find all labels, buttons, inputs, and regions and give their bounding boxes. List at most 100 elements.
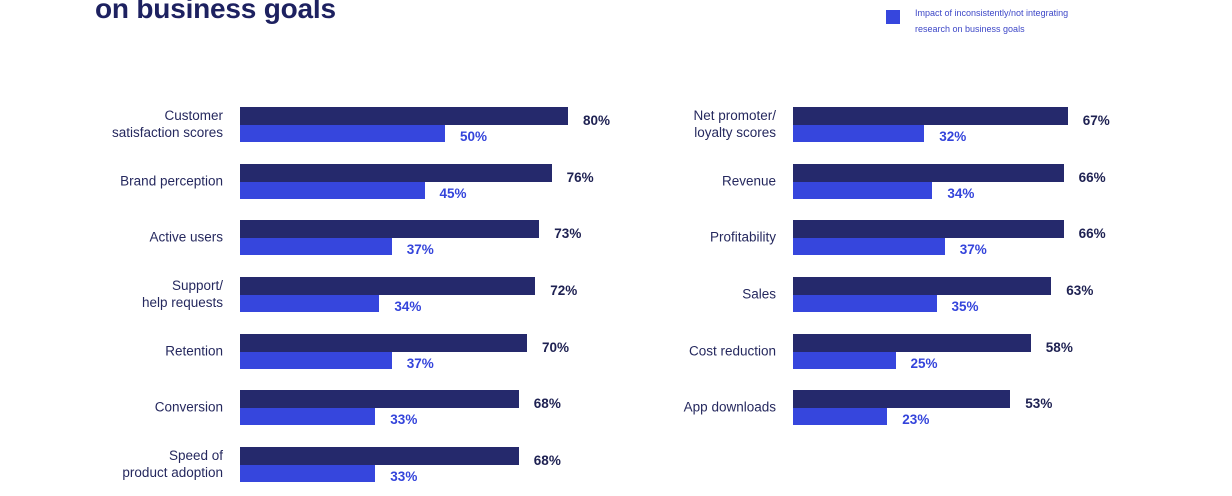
dark-value-label: 68% <box>534 453 561 469</box>
value-unit: % <box>405 412 418 428</box>
value-unit: % <box>962 185 975 201</box>
dark-bar <box>793 163 1064 182</box>
value-number: 66 <box>1078 226 1094 242</box>
value-number: 76 <box>566 169 582 185</box>
dark-value-label: 80% <box>583 113 610 129</box>
value-unit: % <box>1097 113 1110 128</box>
value-number: 67 <box>1082 113 1098 128</box>
legend-swatch <box>886 10 900 24</box>
category-label: Customer satisfaction scores <box>111 108 223 140</box>
dark-value-label: 67% <box>1083 113 1110 129</box>
dark-value-label: 66% <box>1079 226 1106 242</box>
category-label: Retention <box>165 343 223 359</box>
dark-bar <box>793 390 1011 409</box>
value-unit: % <box>925 355 938 371</box>
light-value-label: 33% <box>390 412 417 428</box>
value-number: 70 <box>542 339 558 355</box>
value-unit: % <box>1040 396 1053 412</box>
light-bar <box>793 125 925 142</box>
value-unit: % <box>421 242 434 258</box>
category-label: Net promoter/ loyalty scores <box>693 108 776 140</box>
dark-value-label: 76% <box>567 170 594 186</box>
light-bar <box>793 408 888 426</box>
value-number: 68 <box>533 396 549 412</box>
value-number: 34 <box>947 185 963 201</box>
dark-bar <box>793 333 1031 352</box>
dark-bar <box>240 163 552 182</box>
light-bar <box>793 351 896 369</box>
dark-bar <box>793 277 1052 295</box>
value-number: 35 <box>951 299 967 314</box>
value-unit: % <box>1093 169 1106 185</box>
light-bar <box>240 465 376 483</box>
dark-value-label: 72% <box>550 283 577 299</box>
value-unit: % <box>581 169 594 185</box>
value-unit: % <box>954 129 967 144</box>
dark-value-label: 66% <box>1079 170 1106 186</box>
dark-value-label: 70% <box>542 340 569 356</box>
category-label: Active users <box>149 229 223 245</box>
value-number: 37 <box>406 242 422 258</box>
value-number: 68 <box>533 453 549 469</box>
dark-value-label: 53% <box>1025 396 1052 412</box>
light-value-label: 23% <box>902 412 929 428</box>
value-unit: % <box>1093 226 1106 242</box>
light-bar <box>793 238 945 256</box>
category-label: Revenue <box>721 173 776 189</box>
light-value-label: 35% <box>952 299 979 315</box>
dark-bar <box>240 333 527 352</box>
value-number: 72 <box>550 283 566 298</box>
value-number: 45 <box>439 185 455 201</box>
category-label: Speed of product adoption <box>122 448 223 481</box>
value-unit: % <box>557 339 570 355</box>
value-unit: % <box>1060 339 1073 355</box>
value-number: 58 <box>1045 339 1061 355</box>
category-label: App downloads <box>683 399 776 415</box>
value-number: 80 <box>583 113 599 128</box>
category-label: Brand perception <box>120 173 223 189</box>
value-number: 33 <box>390 469 406 485</box>
value-unit: % <box>405 469 418 485</box>
value-unit: % <box>1081 283 1094 298</box>
value-unit: % <box>454 185 467 201</box>
value-number: 34 <box>394 299 410 314</box>
category-label: Cost reduction <box>688 343 776 359</box>
light-value-label: 33% <box>390 469 417 485</box>
light-bar <box>240 351 392 369</box>
dark-value-label: 58% <box>1046 340 1073 356</box>
value-number: 25 <box>910 355 926 371</box>
dark-bar <box>793 107 1068 125</box>
dark-bar <box>793 220 1064 239</box>
light-value-label: 25% <box>911 356 938 372</box>
category-label: Profitability <box>709 229 776 245</box>
dark-value-label: 68% <box>534 396 561 412</box>
category-label: Conversion <box>154 399 223 415</box>
value-unit: % <box>966 299 979 314</box>
light-value-label: 37% <box>407 356 434 372</box>
value-unit: % <box>598 113 611 128</box>
value-number: 53 <box>1025 396 1041 412</box>
value-unit: % <box>409 299 422 314</box>
light-value-label: 34% <box>394 299 421 315</box>
value-number: 37 <box>406 355 422 371</box>
value-unit: % <box>421 355 434 371</box>
value-unit: % <box>974 242 987 258</box>
light-bar <box>240 181 425 199</box>
category-label: Support/ help requests <box>141 278 223 310</box>
light-bar <box>793 295 937 312</box>
light-value-label: 50% <box>460 129 487 145</box>
dark-bar <box>240 390 519 409</box>
value-number: 50 <box>460 129 476 144</box>
light-bar <box>240 125 445 142</box>
value-number: 32 <box>939 129 955 144</box>
value-number: 37 <box>959 242 975 258</box>
light-value-label: 32% <box>939 129 966 145</box>
chart-title: on business goals <box>95 0 336 24</box>
value-number: 33 <box>390 412 406 428</box>
value-unit: % <box>475 129 488 144</box>
light-bar <box>240 238 392 256</box>
value-number: 63 <box>1066 283 1082 298</box>
